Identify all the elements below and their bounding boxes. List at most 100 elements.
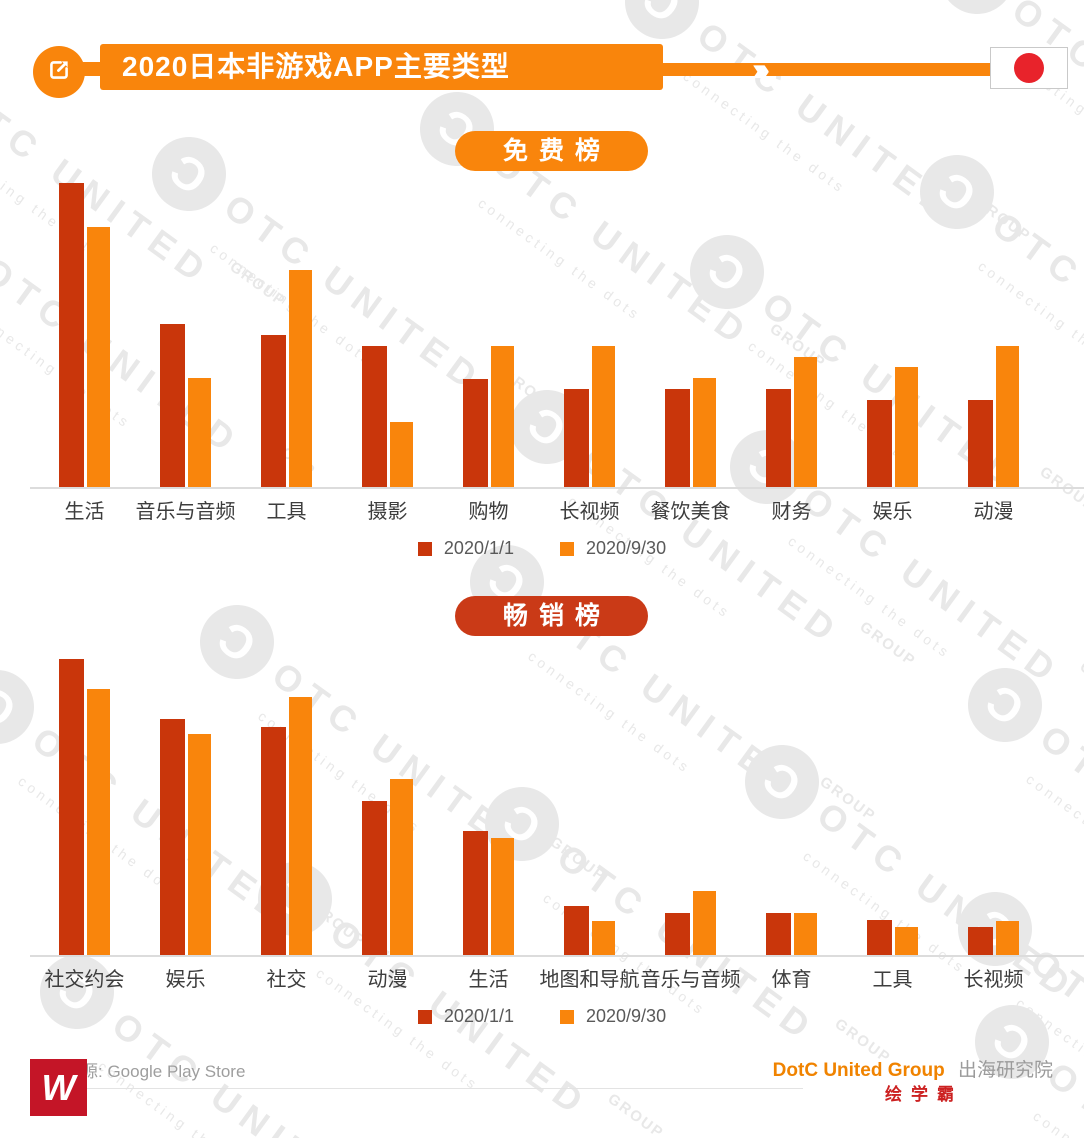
legend-item: 2020/9/30 — [560, 538, 666, 559]
category-label: 音乐与音频 — [640, 969, 741, 991]
bar-2020/9/30 — [996, 346, 1019, 487]
bar-2020/1/1 — [362, 346, 387, 487]
bar-2020/9/30 — [87, 689, 110, 955]
bar-2020/9/30 — [693, 378, 716, 487]
bar-group: 摄影 — [337, 180, 438, 523]
bar-group: 工具 — [842, 648, 943, 991]
category-label: 摄影 — [367, 501, 408, 523]
banner-connector — [83, 62, 103, 76]
bar-group: 娱乐 — [135, 648, 236, 991]
huixueba-logo: W — [30, 1059, 87, 1116]
category-label: 生活 — [468, 969, 509, 991]
bar-pair — [564, 906, 615, 955]
bar-2020/1/1 — [261, 727, 286, 955]
bar-2020/9/30 — [289, 697, 312, 955]
legend-label: 2020/1/1 — [443, 1006, 514, 1026]
category-label: 社交约会 — [44, 969, 125, 991]
watermark-group-text: GROUP — [604, 1090, 668, 1138]
bar-pair — [766, 913, 817, 955]
bar-pair — [766, 357, 817, 487]
bar-2020/9/30 — [87, 227, 110, 487]
flag-sun-dot — [1014, 53, 1044, 83]
bar-group: 音乐与音频 — [640, 648, 741, 991]
bar-2020/9/30 — [996, 921, 1019, 955]
bar-group: 购物 — [438, 180, 539, 523]
japan-flag-icon — [990, 47, 1068, 89]
bar-pair — [160, 324, 211, 487]
bar-pair — [463, 346, 514, 487]
legend-item: 2020/9/30 — [560, 1006, 666, 1027]
bar-chart-paid: 社交约会 娱乐 社交 动漫 生活 地图和导航 音乐与音频 体育 工具 长视频 — [30, 648, 1084, 991]
category-label: 体育 — [771, 969, 812, 991]
bar-2020/1/1 — [867, 400, 892, 487]
watermark-subtext: connecting the dots — [1030, 1108, 1084, 1138]
chevron-right-icon: ››› — [752, 51, 770, 87]
legend-free: 2020/1/1 2020/9/30 — [0, 538, 1084, 559]
legend-item: 2020/1/1 — [417, 1006, 514, 1027]
bar-2020/9/30 — [592, 346, 615, 487]
category-label: 工具 — [266, 501, 307, 523]
watermark-text: OTC UNITED — [1004, 0, 1084, 204]
category-label: 娱乐 — [872, 501, 913, 523]
credit-line: DotC United Group 出海研究院 — [773, 1055, 1053, 1082]
bar-chart-free: 生活 音乐与音频 工具 摄影 购物 长视频 餐饮美食 财务 娱乐 动漫 — [30, 180, 1084, 523]
credit-brand: DotC United Group — [772, 1060, 945, 1081]
bar-2020/1/1 — [766, 913, 791, 955]
share-circle — [33, 46, 85, 98]
bar-group: 餐饮美食 — [640, 180, 741, 523]
legend-label: 2020/1/1 — [443, 538, 514, 558]
chart-title-paid: 畅销榜 — [455, 596, 648, 636]
bar-group: 工具 — [236, 180, 337, 523]
bar-pair — [564, 346, 615, 487]
category-label: 社交 — [266, 969, 307, 991]
category-label: 娱乐 — [165, 969, 206, 991]
bar-pair — [867, 367, 918, 487]
bar-group: 长视频 — [943, 648, 1044, 991]
bar-group: 动漫 — [337, 648, 438, 991]
bar-2020/9/30 — [390, 779, 413, 955]
bar-group: 娱乐 — [842, 180, 943, 523]
bar-2020/1/1 — [261, 335, 286, 487]
bar-2020/9/30 — [491, 346, 514, 487]
bar-pair — [463, 831, 514, 955]
credit-org: 出海研究院 — [957, 1060, 1053, 1081]
legend-paid: 2020/1/1 2020/9/30 — [0, 1006, 1084, 1027]
bar-2020/9/30 — [693, 891, 716, 955]
category-label: 动漫 — [367, 969, 408, 991]
bar-2020/1/1 — [968, 400, 993, 487]
bar-pair — [59, 659, 110, 955]
credit-huixueba: 绘学霸 — [885, 1085, 963, 1104]
bar-pair — [59, 183, 110, 487]
category-label: 长视频 — [963, 969, 1024, 991]
bar-2020/1/1 — [766, 389, 791, 487]
legend-item: 2020/1/1 — [417, 538, 514, 559]
bar-group: 生活 — [34, 180, 135, 523]
bar-group: 财务 — [741, 180, 842, 523]
bar-pair — [160, 719, 211, 955]
category-label: 生活 — [64, 501, 105, 523]
bar-2020/1/1 — [564, 389, 589, 487]
bar-2020/1/1 — [665, 389, 690, 487]
bar-2020/1/1 — [59, 183, 84, 487]
bar-group: 体育 — [741, 648, 842, 991]
category-label: 购物 — [468, 501, 509, 523]
bar-2020/9/30 — [794, 913, 817, 955]
bar-2020/1/1 — [968, 927, 993, 955]
bar-2020/1/1 — [160, 324, 185, 487]
category-label: 财务 — [771, 501, 812, 523]
bar-group: 社交 — [236, 648, 337, 991]
bar-group: 长视频 — [539, 180, 640, 523]
watermark-group-text: GROUP — [1076, 658, 1084, 711]
bar-pair — [261, 697, 312, 955]
bar-2020/9/30 — [289, 270, 312, 487]
bar-pair — [362, 779, 413, 955]
bar-2020/1/1 — [867, 920, 892, 955]
page-title: 2020日本非游戏APP主要类型 — [100, 44, 663, 90]
legend-swatch-series2 — [560, 541, 574, 556]
category-label: 动漫 — [973, 501, 1014, 523]
bar-2020/9/30 — [794, 357, 817, 487]
bar-group: 音乐与音频 — [135, 180, 236, 523]
bar-group: 社交约会 — [34, 648, 135, 991]
bar-pair — [968, 346, 1019, 487]
